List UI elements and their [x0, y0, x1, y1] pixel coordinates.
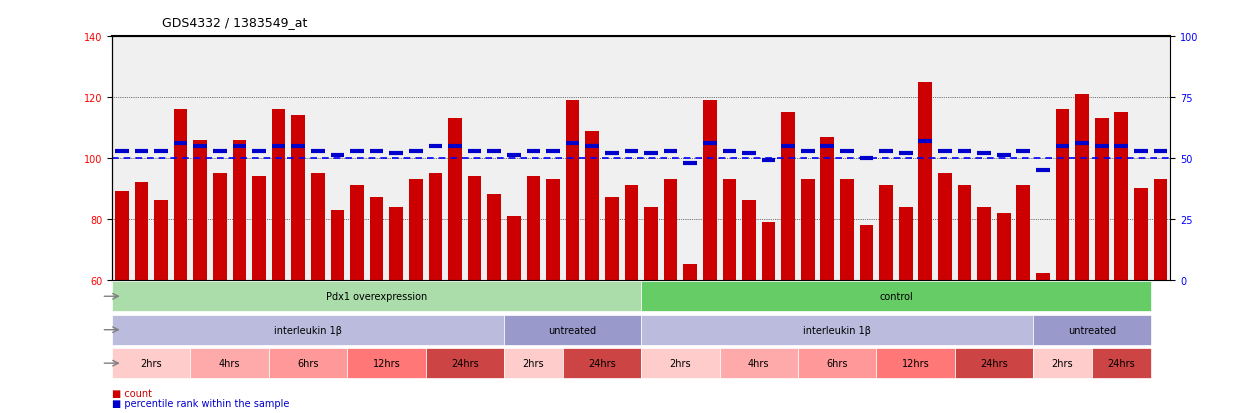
Bar [428, 174, 442, 280]
FancyBboxPatch shape [504, 348, 563, 378]
FancyBboxPatch shape [641, 315, 1033, 345]
Text: ■ percentile rank within the sample: ■ percentile rank within the sample [112, 398, 289, 408]
Bar [820, 137, 834, 280]
Text: 6hrs: 6hrs [298, 358, 319, 368]
Bar [879, 186, 893, 280]
Bar [507, 216, 520, 280]
Bar [1056, 110, 1069, 280]
FancyBboxPatch shape [876, 348, 955, 378]
Text: untreated: untreated [1068, 325, 1116, 335]
Bar [1094, 119, 1108, 280]
Bar [1076, 95, 1089, 280]
Bar [154, 201, 168, 280]
Bar [722, 180, 736, 280]
Text: 24hrs: 24hrs [1108, 358, 1135, 368]
Bar [350, 186, 364, 280]
Bar [1016, 186, 1030, 280]
FancyBboxPatch shape [504, 315, 641, 345]
Bar [1036, 274, 1050, 280]
Bar [1134, 189, 1148, 280]
FancyBboxPatch shape [426, 348, 504, 378]
Bar [547, 180, 560, 280]
FancyBboxPatch shape [641, 348, 720, 378]
Bar [233, 140, 247, 280]
Bar [271, 110, 285, 280]
Text: interleukin 1β: interleukin 1β [803, 325, 871, 335]
Text: 12hrs: 12hrs [372, 358, 401, 368]
Bar [390, 207, 403, 280]
FancyBboxPatch shape [1033, 348, 1092, 378]
Bar [782, 113, 796, 280]
Text: GDS4332 / 1383549_at: GDS4332 / 1383549_at [162, 16, 308, 29]
Bar [937, 174, 951, 280]
FancyBboxPatch shape [112, 315, 504, 345]
Bar [703, 101, 717, 280]
FancyBboxPatch shape [347, 348, 426, 378]
FancyBboxPatch shape [112, 348, 190, 378]
Bar [291, 116, 305, 280]
FancyBboxPatch shape [1033, 315, 1150, 345]
Text: 2hrs: 2hrs [141, 358, 162, 368]
Bar [957, 186, 971, 280]
FancyBboxPatch shape [1092, 348, 1150, 378]
Bar [253, 177, 266, 280]
FancyBboxPatch shape [641, 282, 1150, 311]
Text: 12hrs: 12hrs [901, 358, 930, 368]
Bar [370, 198, 383, 280]
Bar [664, 180, 677, 280]
Bar [1114, 113, 1128, 280]
Text: 2hrs: 2hrs [1052, 358, 1073, 368]
Text: 4hrs: 4hrs [748, 358, 769, 368]
Bar [487, 195, 500, 280]
Bar [977, 207, 991, 280]
Bar [193, 140, 207, 280]
FancyBboxPatch shape [798, 348, 876, 378]
Bar [408, 180, 422, 280]
Text: 2hrs: 2hrs [523, 358, 544, 368]
Bar [527, 177, 540, 280]
Bar [840, 180, 854, 280]
Bar [213, 174, 227, 280]
Text: 24hrs: 24hrs [980, 358, 1007, 368]
Bar [585, 131, 599, 280]
Bar [115, 192, 128, 280]
FancyBboxPatch shape [112, 282, 641, 311]
Bar [468, 177, 482, 280]
Text: control: control [879, 292, 913, 301]
FancyBboxPatch shape [955, 348, 1033, 378]
FancyBboxPatch shape [269, 348, 347, 378]
FancyBboxPatch shape [720, 348, 798, 378]
Text: ■ count: ■ count [112, 388, 152, 398]
Text: Pdx1 overexpression: Pdx1 overexpression [326, 292, 427, 301]
Bar [801, 180, 814, 280]
Bar [684, 265, 697, 280]
Bar [997, 213, 1011, 280]
Bar [311, 174, 325, 280]
Bar [331, 210, 345, 280]
FancyBboxPatch shape [190, 348, 269, 378]
Text: 24hrs: 24hrs [588, 358, 616, 368]
Bar [762, 222, 776, 280]
Bar [134, 183, 148, 280]
Text: untreated: untreated [549, 325, 596, 335]
Text: 2hrs: 2hrs [670, 358, 691, 368]
Bar [605, 198, 619, 280]
Text: 6hrs: 6hrs [827, 358, 848, 368]
Bar [899, 207, 913, 280]
Bar [174, 110, 188, 280]
Text: interleukin 1β: interleukin 1β [274, 325, 342, 335]
Bar [644, 207, 657, 280]
Bar [565, 101, 579, 280]
Bar [919, 83, 933, 280]
Bar [1154, 180, 1168, 280]
Bar [742, 201, 756, 280]
Text: 4hrs: 4hrs [219, 358, 240, 368]
FancyBboxPatch shape [563, 348, 641, 378]
Text: 24hrs: 24hrs [451, 358, 478, 368]
Bar [860, 225, 874, 280]
Bar [625, 186, 639, 280]
Bar [448, 119, 462, 280]
